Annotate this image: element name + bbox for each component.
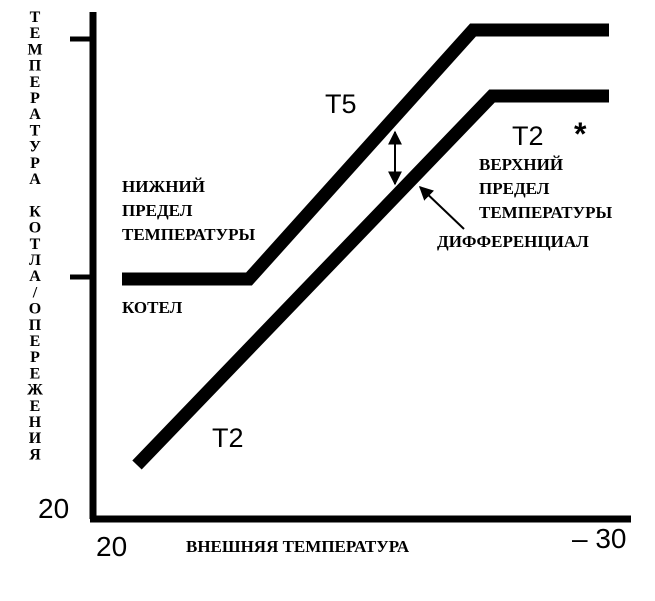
- x-axis-label: ВНЕШНЯЯ ТЕМПЕРАТУРА: [186, 537, 410, 556]
- t2-curve: [132, 89, 609, 470]
- t2-star-label: T2: [512, 121, 544, 151]
- differential-pointer-arrow: [418, 186, 465, 230]
- y-axis-min-label: 20: [38, 493, 69, 524]
- lower-limit-line-1: НИЖНИЙ: [122, 177, 205, 196]
- y-axis-label-char: Е: [30, 333, 41, 350]
- y-axis-label-char: Р: [30, 90, 40, 107]
- y-axis-label-char: Л: [29, 252, 41, 269]
- y-axis-label-char: Е: [30, 25, 41, 42]
- upper-limit-line-1: ВЕРХНИЙ: [479, 155, 563, 174]
- differential-label: ДИФФЕРЕНЦИАЛ: [437, 232, 589, 251]
- y-axis-label-char: У: [29, 139, 41, 156]
- y-axis-label-char: П: [29, 317, 42, 334]
- y-axis-label-char: И: [29, 430, 42, 447]
- y-axis-label-char: Т: [30, 122, 41, 139]
- y-axis-label-char: О: [29, 220, 41, 237]
- lower-limit-line-3: ТЕМПЕРАТУРЫ: [122, 225, 255, 244]
- star-icon: *: [574, 116, 587, 152]
- y-axis-label-char: Е: [30, 398, 41, 415]
- y-axis-label-char: Т: [30, 236, 41, 253]
- y-axis-label-char: Т: [30, 9, 41, 26]
- y-axis-label-char: Е: [30, 74, 41, 91]
- t5-label: T5: [325, 89, 357, 119]
- y-axis-label-char: Н: [29, 414, 42, 431]
- y-axis-label-char: Ж: [27, 382, 43, 399]
- upper-limit-line-3: ТЕМПЕРАТУРЫ: [479, 203, 612, 222]
- y-axis-label-char: Р: [30, 349, 40, 366]
- x-axis-min-label: 20: [96, 531, 127, 562]
- y-axis-label-char: К: [29, 203, 41, 220]
- y-axis-label-char: А: [29, 268, 41, 285]
- y-axis-label-char: П: [29, 58, 42, 75]
- y-axis-label-char: Е: [30, 365, 41, 382]
- lower-limit-line-2: ПРЕДЕЛ: [122, 201, 193, 220]
- t2-label: T2: [212, 423, 244, 453]
- y-axis-label-char: /: [32, 284, 38, 301]
- upper-limit-line-2: ПРЕДЕЛ: [479, 179, 550, 198]
- y-axis-label-char: А: [29, 106, 41, 123]
- t5-curve: [122, 23, 609, 286]
- y-axis-label-char: О: [29, 301, 41, 318]
- x-axis-max-label: – 30: [572, 523, 627, 554]
- y-axis-label-char: Я: [29, 446, 41, 463]
- boiler-label: КОТЕЛ: [122, 298, 183, 317]
- y-axis-label-char: Р: [30, 155, 40, 172]
- y-axis-label-char: А: [29, 171, 41, 188]
- y-axis-label-char: М: [27, 41, 42, 58]
